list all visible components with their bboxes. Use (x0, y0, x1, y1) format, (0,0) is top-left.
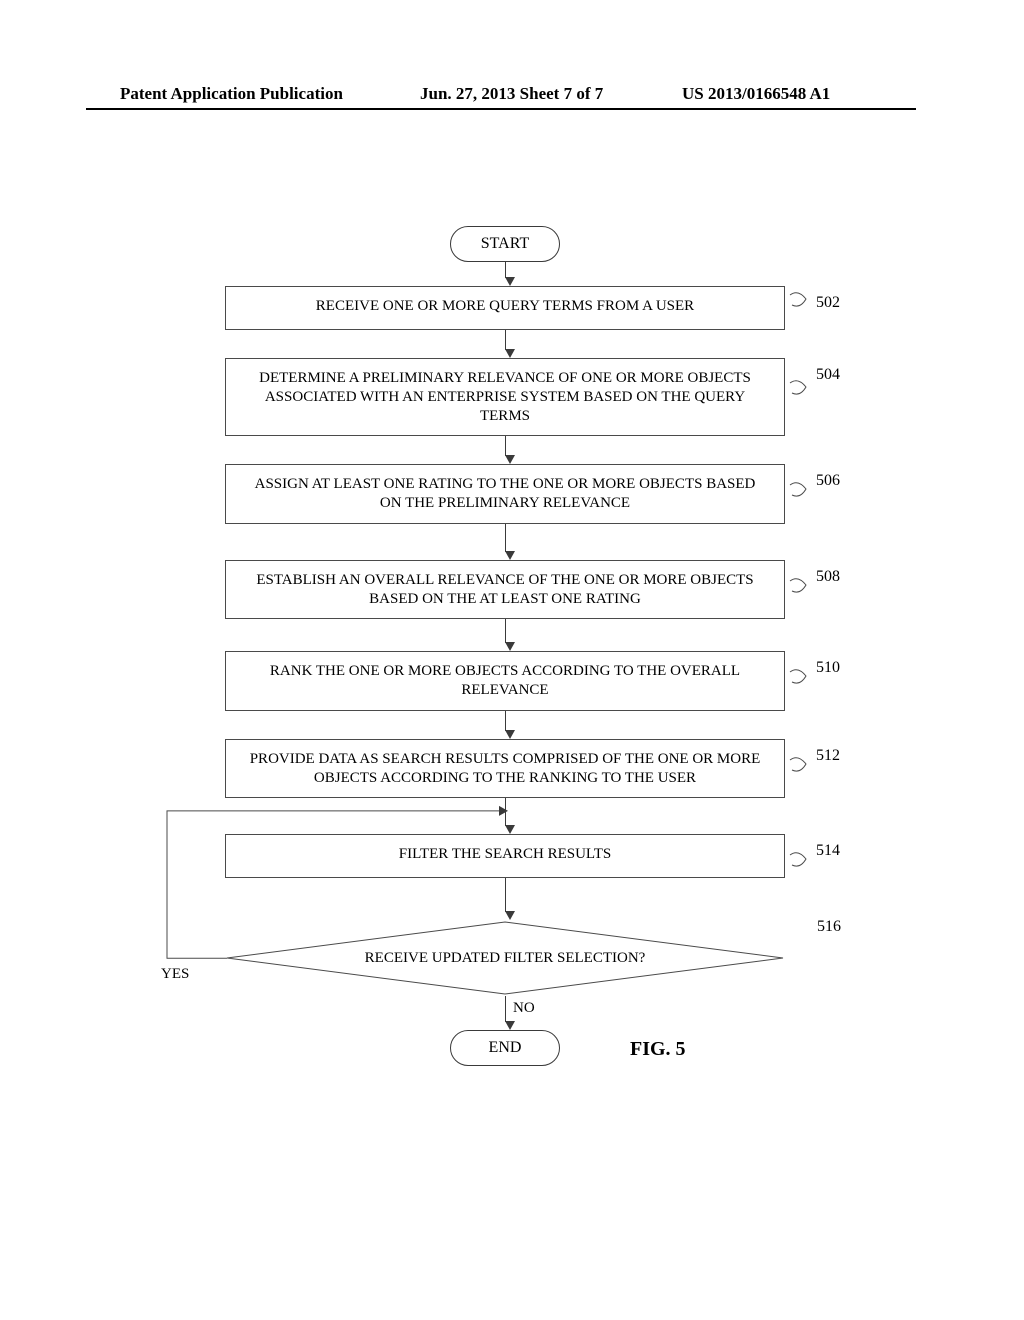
step-510: RANK THE ONE OR MORE OBJECTS ACCORDING T… (225, 651, 785, 711)
header-left: Patent Application Publication (120, 84, 343, 104)
step-504: DETERMINE A PRELIMINARY RELEVANCE OF ONE… (225, 358, 785, 436)
step-text: RECEIVE ONE OR MORE QUERY TERMS FROM A U… (316, 298, 694, 314)
yes-label: YES (161, 966, 189, 983)
ref-tick-icon (788, 379, 814, 405)
ref-tick-icon (788, 668, 814, 694)
step-512: PROVIDE DATA AS SEARCH RESULTS COMPRISED… (225, 739, 785, 799)
step-ref: 504 (816, 365, 840, 385)
figure-label: FIG. 5 (630, 1038, 686, 1061)
step-ref: 510 (816, 658, 840, 678)
ref-tick-icon (789, 934, 815, 960)
step-506: ASSIGN AT LEAST ONE RATING TO THE ONE OR… (225, 464, 785, 524)
ref-tick-icon (788, 756, 814, 782)
step-ref: 502 (816, 293, 840, 313)
no-label: NO (513, 1000, 535, 1017)
step-text: ASSIGN AT LEAST ONE RATING TO THE ONE OR… (255, 476, 756, 511)
page: Patent Application Publication Jun. 27, … (0, 0, 1024, 1320)
header-mid: Jun. 27, 2013 Sheet 7 of 7 (420, 84, 603, 104)
start-terminator: START (450, 226, 560, 262)
ref-tick-icon (788, 577, 814, 603)
header-rule (86, 108, 916, 110)
step-ref: 514 (816, 841, 840, 861)
ref-tick-icon (788, 851, 814, 877)
decision-516: RECEIVE UPDATED FILTER SELECTION? 516 (225, 920, 785, 996)
step-ref: 508 (816, 567, 840, 587)
step-text: RANK THE ONE OR MORE OBJECTS ACCORDING T… (270, 663, 740, 698)
flowchart: START RECEIVE ONE OR MORE QUERY TERMS FR… (170, 226, 840, 1066)
end-label: END (489, 1039, 522, 1056)
step-text: ESTABLISH AN OVERALL RELEVANCE OF THE ON… (256, 572, 753, 607)
ref-tick-icon (788, 481, 814, 507)
ref-tick-icon (788, 291, 814, 317)
step-text: DETERMINE A PRELIMINARY RELEVANCE OF ONE… (259, 370, 751, 424)
step-ref: 512 (816, 746, 840, 766)
step-text: FILTER THE SEARCH RESULTS (399, 846, 611, 862)
step-508: ESTABLISH AN OVERALL RELEVANCE OF THE ON… (225, 560, 785, 620)
header-right: US 2013/0166548 A1 (682, 84, 830, 104)
end-terminator: END (450, 1030, 560, 1066)
step-502: RECEIVE ONE OR MORE QUERY TERMS FROM A U… (225, 286, 785, 330)
decision-text: RECEIVE UPDATED FILTER SELECTION? (365, 950, 646, 967)
step-ref: 506 (816, 471, 840, 491)
step-text: PROVIDE DATA AS SEARCH RESULTS COMPRISED… (250, 751, 761, 786)
step-514: FILTER THE SEARCH RESULTS 514 (225, 834, 785, 878)
start-label: START (481, 235, 529, 252)
